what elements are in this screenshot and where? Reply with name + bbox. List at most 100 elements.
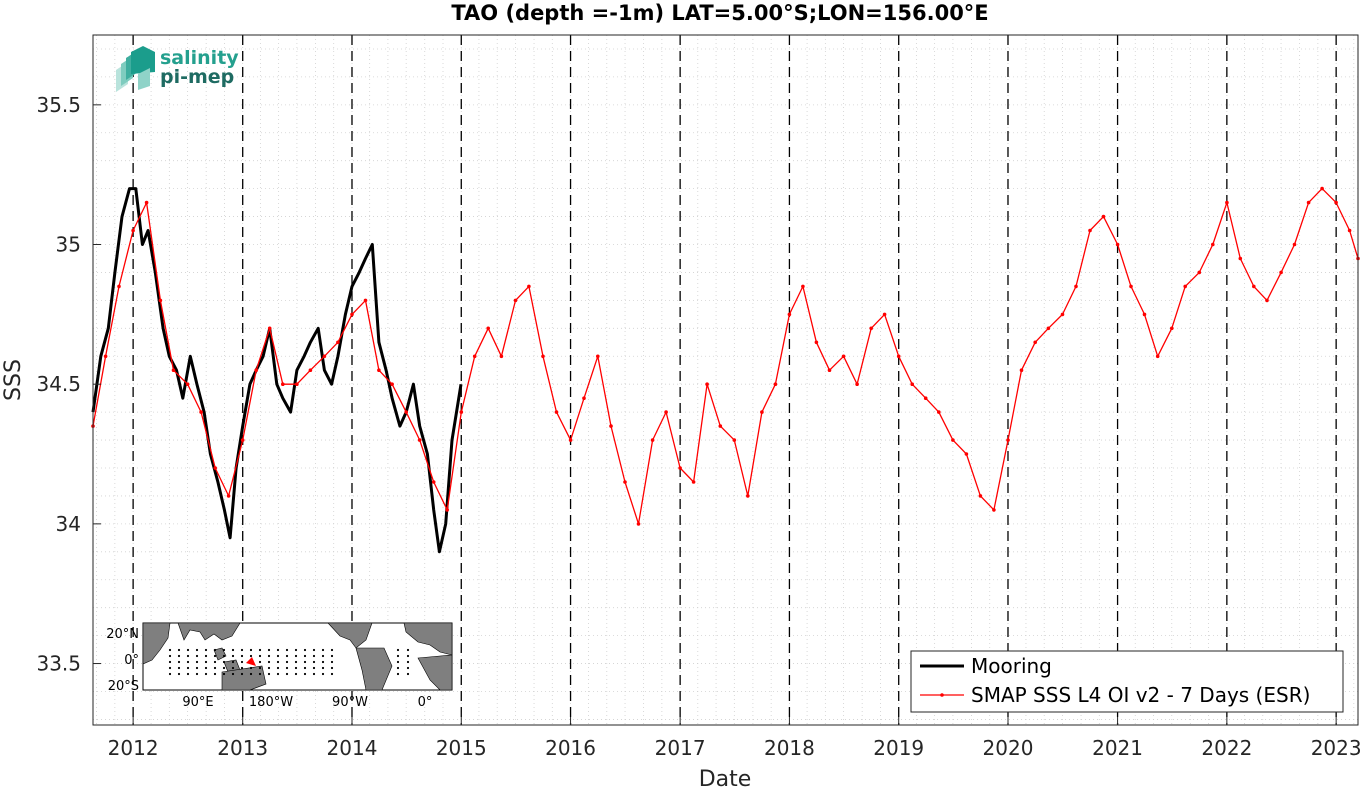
x-tick-label: 2020 [983,736,1034,760]
series-line-smap [92,187,1359,525]
data-point-smap [1306,200,1311,205]
data-point-smap [664,410,668,414]
inset-mooring-dot [195,666,199,670]
data-point-smap [1265,298,1269,303]
x-tick-label: 2018 [764,736,815,760]
data-point-smap [827,368,832,373]
data-point-smap [568,438,573,442]
x-tick-label: 2017 [655,736,706,760]
inset-mooring-dot [213,666,217,670]
inset-mooring-dot [396,660,400,664]
data-point-smap [705,382,709,387]
inset-mooring-dot [303,666,307,670]
inset-lon-tick: 90°E [182,695,213,710]
data-point-smap [951,438,955,442]
inset-mooring-dot [276,660,280,664]
inset-mooring-dot [294,654,298,658]
data-point-smap [363,298,368,303]
inset-mooring-dot [258,666,262,670]
data-point-smap [199,410,203,414]
inset-mooring-dot [303,648,307,652]
data-point-smap [678,466,682,470]
data-point-smap [773,382,778,387]
x-tick-label: 2014 [327,736,378,760]
data-point-smap [992,508,996,512]
inset-mooring-dot [330,660,334,664]
plot-area [91,34,1360,726]
inset-mooring-dot [330,672,334,676]
data-point-smap [185,382,190,387]
inset-mooring-dot [222,672,226,676]
inset-mooring-dot [177,672,181,676]
data-point-smap [499,354,504,359]
data-point-smap [1142,312,1147,317]
data-point-smap [322,354,327,359]
inset-mooring-dot [240,660,244,664]
inset-lon-tick: 90°W [332,695,368,710]
data-point-smap [404,410,409,414]
data-point-smap [226,494,231,498]
inset-mooring-dot [406,648,410,652]
inset-lat-tick: 20°S [108,679,139,694]
inset-mooring-dot [294,648,298,652]
data-point-smap [814,340,819,345]
data-point-smap [336,340,340,345]
y-tick-label: 33.5 [36,652,81,676]
inset-mooring-dot [258,654,262,658]
y-tick-label: 34.5 [36,372,81,396]
data-point-smap [1347,228,1352,233]
x-axis: 2012 2013 2014 2015 2016 2017 2018 2019 2020 2021… [108,717,1362,760]
inset-mooring-dot [177,654,181,658]
inset-lat-tick: 20°N [106,627,139,642]
data-point-smap [760,410,764,414]
data-point-smap [746,494,750,498]
data-point-smap [801,284,805,289]
data-point-smap [1170,326,1174,331]
inset-mooring-dot [168,654,172,658]
inset-mooring-dot [285,672,289,676]
logo-text-salinity: salinity [160,47,239,69]
legend-swatch-smap-marker [940,693,944,697]
inset-mooring-dot [312,672,316,676]
inset-mooring-dot [330,666,334,670]
inset-mooring-dot [213,672,217,676]
inset-mooring-dot [222,660,226,664]
inset-mooring-dot [231,672,235,676]
inset-mooring-dot [312,666,316,670]
inset-mooring-dot [285,654,289,658]
inset-mooring-dot [321,660,325,664]
y-axis: 33.5 34 34.5 35 35.5 [36,93,101,676]
inset-mooring-dot [186,660,190,664]
inset-mooring-dot [222,666,226,670]
data-point-smap [144,200,149,205]
inset-mooring-dot [186,672,190,676]
inset-mooring-dot [303,660,307,664]
year-boundary-lines [132,35,1337,725]
data-point-smap [623,480,627,484]
data-point-smap [855,382,859,387]
y-tick-label: 35 [56,233,81,257]
legend-label-smap: SMAP SSS L4 OI v2 - 7 Days (ESR) [971,683,1310,707]
inset-mooring-dot [177,648,181,652]
plot-frame [92,34,1359,726]
inset-mooring-dot [330,648,334,652]
data-point-smap [1334,200,1338,205]
legend-label-mooring: Mooring [971,654,1052,678]
inset-mooring-dot [177,660,181,664]
plot-background [93,35,1358,725]
data-point-smap [554,410,559,414]
inset-lon-tick: 180°W [249,695,293,710]
data-point-smap [103,354,108,359]
salinity-pimep-logo: salinity pi-mep [116,46,239,92]
data-point-smap [1074,284,1078,289]
inset-mooring-dot [231,654,235,658]
inset-mooring-dot [406,672,410,676]
data-point-smap [896,354,901,359]
data-point-smap [417,438,422,442]
data-point-smap [431,480,436,484]
data-point-smap [295,382,299,387]
data-point-smap [158,298,163,303]
inset-mooring-dot [321,654,325,658]
series-line-mooring [91,187,463,554]
inset-mooring-dot [204,660,208,664]
